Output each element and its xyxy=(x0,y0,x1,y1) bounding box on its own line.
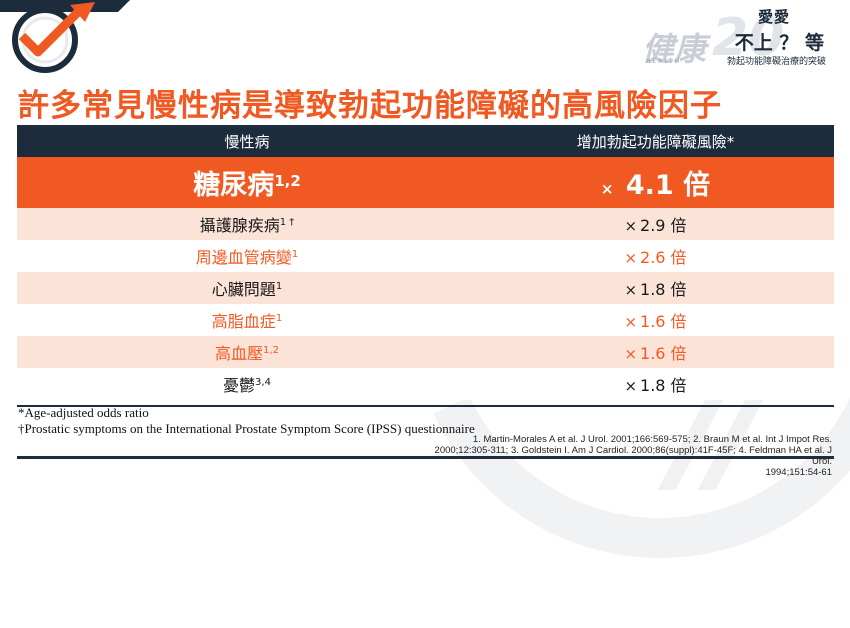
page-title: 許多常見慢性病是導致勃起功能障礙的高風險因子 xyxy=(18,88,722,124)
risk-cell: × 1.8 倍 xyxy=(477,272,834,304)
risk-value: 2.9 倍 xyxy=(640,216,687,235)
disease-label: 高脂血症 xyxy=(211,312,276,331)
column-header-risk: 增加勃起功能障礙風險* xyxy=(477,125,834,157)
disease-cell: 高血壓1,2 xyxy=(17,336,477,368)
table-row: 憂鬱3,4 × 1.8 倍 xyxy=(17,368,834,400)
disease-cell: 攝護腺疾病1 † xyxy=(17,208,477,240)
brand-english: HEALTH xyxy=(646,58,682,65)
disease-cell: 高脂血症1 xyxy=(17,304,477,336)
times-icon: × xyxy=(600,180,614,198)
disease-label: 攝護腺疾病 xyxy=(199,216,280,235)
times-icon: × xyxy=(624,281,638,299)
brand-title-top: 愛愛 xyxy=(757,8,790,26)
table-row: 高脂血症1 × 1.6 倍 xyxy=(17,304,834,336)
risk-cell: × 1.6 倍 xyxy=(477,304,834,336)
times-icon: × xyxy=(624,377,638,395)
disease-label: 憂鬱 xyxy=(223,376,256,395)
table-row: 高血壓1,2 × 1.6 倍 xyxy=(17,336,834,368)
risk-value: 2.6 倍 xyxy=(640,248,687,267)
table-row: 心臟問題1 × 1.8 倍 xyxy=(17,272,834,304)
brand-subtitle: 勃起功能障礙治療的突破 xyxy=(726,57,826,67)
disease-cell: 周邊血管病變1 xyxy=(17,240,477,272)
reference-sup: 1 xyxy=(291,249,299,260)
reference-sup: 1,2 xyxy=(263,345,279,356)
risk-value: 1.8 倍 xyxy=(640,376,687,395)
reference-sup: 1 xyxy=(275,313,283,324)
brand-title-mid: 不上 ？ 等 xyxy=(734,32,824,54)
disease-label: 糖尿病 xyxy=(193,170,275,201)
risk-value: 4.1 倍 xyxy=(625,170,711,201)
brand-logo: 20 健康 HEALTH 愛愛 不上 ？ 等 勃起功能障礙治療的突破 xyxy=(642,6,832,72)
risk-cell: × 1.8 倍 xyxy=(477,368,834,400)
risk-cell: × 2.9 倍 xyxy=(477,208,834,240)
disease-label: 周邊血管病變 xyxy=(195,248,292,267)
reference-sup: 1 † xyxy=(279,217,295,228)
disease-cell: 糖尿病1,2 xyxy=(17,157,477,208)
times-icon: × xyxy=(624,249,638,267)
table-bottom-rule xyxy=(17,405,834,407)
reference-line: 1994;151:54-61 xyxy=(765,467,832,478)
risk-value: 1.6 倍 xyxy=(640,344,687,363)
table-header-row: 慢性病 增加勃起功能障礙風險* xyxy=(17,125,834,157)
times-icon: × xyxy=(624,313,638,331)
risk-value: 1.6 倍 xyxy=(640,312,687,331)
footnote-odds-ratio: *Age-adjusted odds ratio xyxy=(18,405,149,420)
disease-cell: 憂鬱3,4 xyxy=(17,368,477,400)
risk-cell: × 2.6 倍 xyxy=(477,240,834,272)
reference-line: 2000;12:305-311; 3. Goldstein I. Am J Ca… xyxy=(434,445,832,467)
table-row: 周邊血管病變1 × 2.6 倍 xyxy=(17,240,834,272)
disease-label: 心臟問題 xyxy=(211,280,276,299)
reference-sup: 1,2 xyxy=(274,172,301,190)
risk-table: 慢性病 增加勃起功能障礙風險* 糖尿病1,2 × 4.1 倍 攝護腺疾病1 † … xyxy=(17,125,834,400)
risk-value: 1.8 倍 xyxy=(640,280,687,299)
reference-sup: 3,4 xyxy=(255,377,271,388)
brand-number: 20 xyxy=(712,8,785,68)
reference-sup: 1 xyxy=(275,281,283,292)
footnote-ipss: †Prostatic symptoms on the International… xyxy=(18,421,475,436)
table-row-highlight: 糖尿病1,2 × 4.1 倍 xyxy=(17,157,834,208)
risk-cell: × 4.1 倍 xyxy=(477,157,834,208)
disease-cell: 心臟問題1 xyxy=(17,272,477,304)
table-row: 攝護腺疾病1 † × 2.9 倍 xyxy=(17,208,834,240)
column-header-disease: 慢性病 xyxy=(17,125,477,157)
footer-rule xyxy=(17,456,834,459)
risk-cell: × 1.6 倍 xyxy=(477,336,834,368)
brand-text: 健康 xyxy=(642,30,707,68)
reference-line: 1. Martin-Morales A et al. J Urol. 2001;… xyxy=(472,434,832,445)
brand-logo-icon xyxy=(0,0,130,73)
references: 1. Martin-Morales A et al. J Urol. 2001;… xyxy=(432,434,832,478)
disease-label: 高血壓 xyxy=(215,344,264,363)
times-icon: × xyxy=(624,345,638,363)
times-icon: × xyxy=(624,217,638,235)
